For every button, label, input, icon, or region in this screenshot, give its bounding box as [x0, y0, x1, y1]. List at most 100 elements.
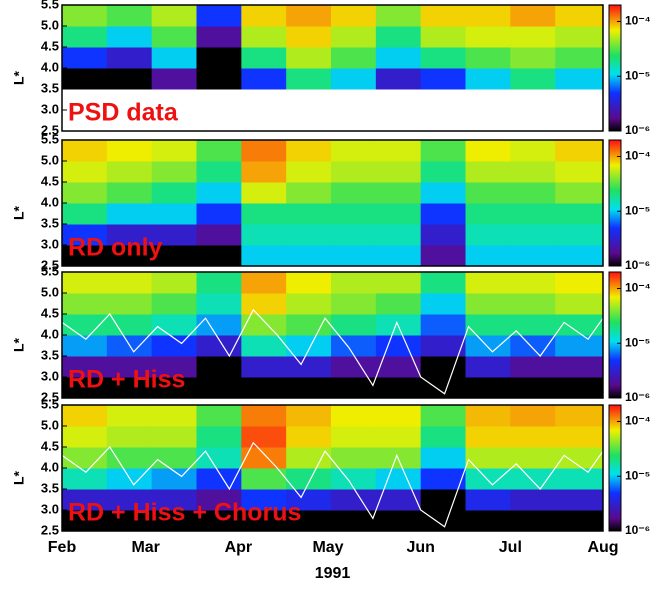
heatmap-cell — [510, 68, 556, 90]
heatmap-cell — [375, 224, 422, 246]
heatmap-cell — [420, 377, 467, 399]
heatmap-cell — [555, 335, 604, 357]
colorbar-tick-label: 10⁻⁵ — [625, 203, 650, 217]
heatmap-cell — [151, 68, 198, 90]
heatmap-cell — [331, 293, 377, 315]
heatmap-cell — [62, 510, 108, 532]
heatmap-cell — [62, 182, 108, 204]
heatmap-cell — [420, 489, 467, 511]
x-tick-label: Feb — [48, 539, 77, 556]
colorbar-tick-label: 10⁻⁶ — [625, 523, 650, 537]
heatmap-cell — [241, 203, 287, 225]
heatmap-cell — [375, 314, 422, 336]
heatmap-cell — [331, 356, 377, 378]
heatmap-cell — [106, 426, 153, 448]
y-tick-label: 2.5 — [41, 522, 59, 537]
heatmap-cell — [375, 161, 422, 183]
plasmapause-line — [61, 441, 604, 528]
heatmap-cell — [196, 489, 242, 511]
heatmap-cell — [62, 489, 108, 511]
heatmap-cell — [106, 203, 153, 225]
heatmap-cell — [196, 161, 242, 183]
heatmap-cell — [555, 224, 604, 246]
heatmap-cell — [106, 68, 153, 90]
heatmap-cell — [375, 272, 422, 294]
heatmap-cell — [106, 489, 153, 511]
heatmap-cell — [510, 405, 556, 427]
heatmap-cell — [62, 26, 108, 48]
heatmap-cell — [241, 293, 287, 315]
heatmap-cell — [555, 47, 604, 69]
heatmap-cell — [151, 245, 198, 267]
heatmap-cell — [375, 5, 422, 27]
heatmap-cell — [331, 182, 377, 204]
heatmap-cell — [286, 489, 332, 511]
heatmap-cell — [151, 447, 198, 469]
heatmap-cell — [62, 468, 108, 490]
heatmap-cell — [151, 26, 198, 48]
heatmap-cell — [420, 356, 467, 378]
heatmap-cell — [106, 356, 153, 378]
heatmap-cell — [420, 224, 467, 246]
y-axis-label: L* — [11, 337, 27, 352]
heatmap-cell — [331, 405, 377, 427]
heatmap-cell — [375, 203, 422, 225]
heatmap-cell — [420, 161, 467, 183]
heatmap-cell — [62, 272, 108, 294]
heatmap-cell — [555, 447, 604, 469]
heatmap-cell — [510, 293, 556, 315]
heatmap-cell — [151, 272, 198, 294]
heatmap-cell — [331, 335, 377, 357]
heatmap-cell — [555, 161, 604, 183]
heatmap-cell — [62, 356, 108, 378]
heatmap-cell — [62, 47, 108, 69]
heatmap-cell — [555, 468, 604, 490]
heatmap-cell — [510, 272, 556, 294]
heatmap-cell — [420, 510, 467, 532]
heatmap-cell — [196, 26, 242, 48]
heatmap-cell — [196, 203, 242, 225]
colorbar-tick-label: 10⁻⁵ — [625, 68, 650, 82]
heatmap-cell — [62, 161, 108, 183]
heatmap-cell — [151, 224, 198, 246]
heatmap-cell — [555, 510, 604, 532]
heatmap-cell — [62, 5, 108, 27]
colorbar-tick-label: 10⁻⁴ — [625, 14, 651, 28]
heatmap-cell — [241, 356, 287, 378]
heatmap-cell — [375, 245, 422, 267]
colorbar-tick-label: 10⁻⁴ — [625, 149, 651, 163]
y-tick-label: 5.5 — [41, 0, 59, 11]
heatmap-cell — [555, 182, 604, 204]
y-tick-label: 5.5 — [41, 396, 59, 411]
heatmap-cell — [465, 203, 511, 225]
heatmap-cell — [62, 405, 108, 427]
heatmap-cell — [196, 47, 242, 69]
heatmap-cell — [196, 468, 242, 490]
heatmap-cell — [196, 510, 242, 532]
heatmap-cell — [510, 510, 556, 532]
heatmap-cell — [465, 47, 511, 69]
heatmap-cell — [286, 468, 332, 490]
heatmap-cell — [241, 140, 287, 162]
y-tick-label: 3.5 — [41, 215, 59, 230]
heatmap-cell — [420, 272, 467, 294]
heatmap-cell — [420, 203, 467, 225]
heatmap-cell — [465, 447, 511, 469]
x-axis-label: 1991 — [315, 565, 351, 582]
heatmap-cell — [106, 377, 153, 399]
heatmap-cell — [286, 5, 332, 27]
colorbar — [608, 404, 622, 532]
heatmap-cell — [62, 293, 108, 315]
heatmap-cell — [241, 5, 287, 27]
heatmap-cell — [465, 510, 511, 532]
heatmap-cell — [420, 335, 467, 357]
heatmap-cell — [510, 26, 556, 48]
heatmap-cell — [196, 245, 242, 267]
heatmap-cell — [241, 26, 287, 48]
heatmap-cell — [286, 405, 332, 427]
heatmap-cell — [241, 182, 287, 204]
y-tick-label: 3.5 — [41, 480, 59, 495]
heatmap-cell — [151, 314, 198, 336]
